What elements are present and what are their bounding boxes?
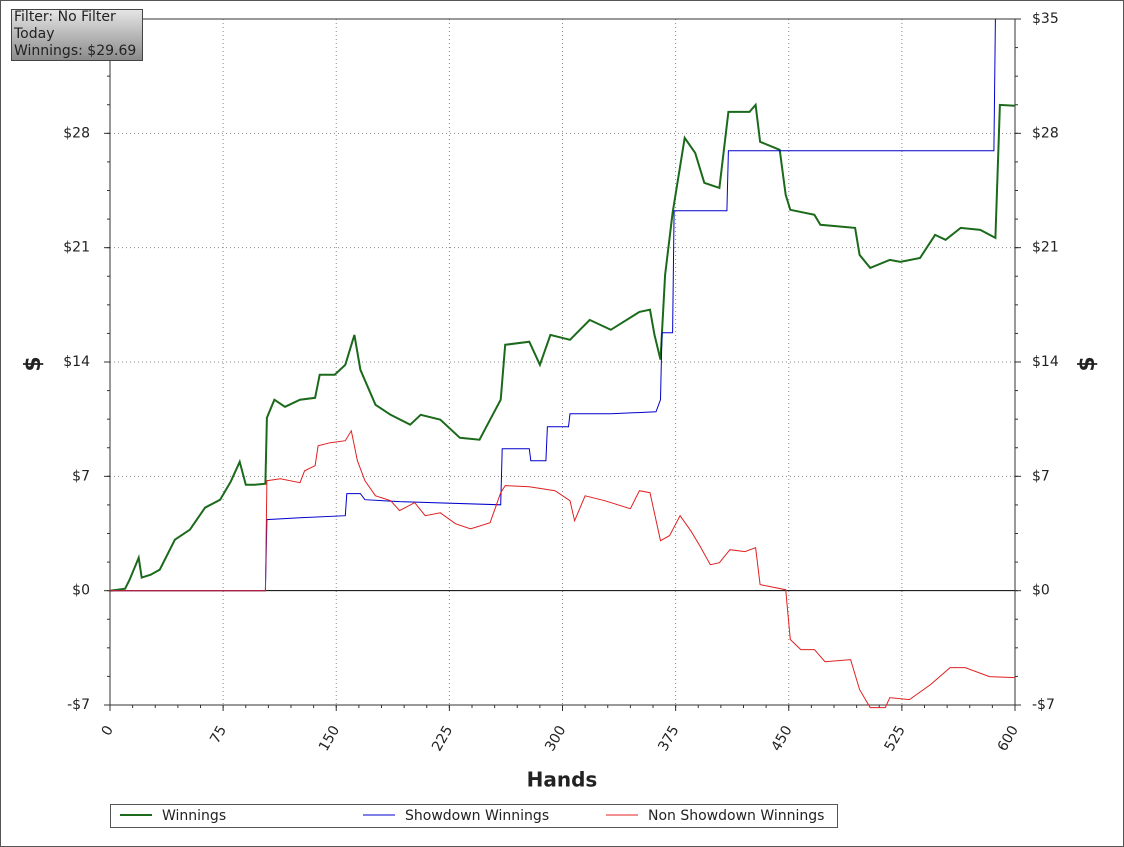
info-winnings: Winnings: $29.69 <box>14 43 136 59</box>
legend <box>110 804 838 828</box>
y-axis-label: $ <box>21 356 46 371</box>
y-tick-label: $7 <box>72 468 90 484</box>
legend-label: Non Showdown Winnings <box>648 808 824 824</box>
x-axis-label: Hands <box>527 768 598 792</box>
info-box: Filter: No Filter Today Winnings: $29.69 <box>11 9 143 61</box>
series-line <box>109 102 1016 592</box>
info-filter: Filter: No Filter <box>14 9 116 25</box>
x-tick-label: 75 <box>207 723 230 746</box>
info-period: Today <box>13 26 55 42</box>
series-line <box>110 429 1016 709</box>
info-background <box>11 9 143 61</box>
y2-tick-label: $7 <box>1032 468 1050 484</box>
y-tick-label: $14 <box>63 354 90 370</box>
legend-label: Showdown Winnings <box>405 808 549 824</box>
y2-tick-label: $28 <box>1032 125 1059 141</box>
y2-tick-label: $35 <box>1032 11 1059 27</box>
y2-tick-label: $0 <box>1032 583 1050 599</box>
y2-tick-label: -$7 <box>1032 697 1055 713</box>
y-tick-label: -$7 <box>67 697 90 713</box>
y2-tick-label: $21 <box>1032 240 1059 256</box>
legend-label: Winnings <box>162 808 226 824</box>
y-tick-label: $0 <box>72 583 90 599</box>
y-tick-label: $28 <box>63 125 90 141</box>
series-line <box>110 18 996 592</box>
y2-tick-label: $14 <box>1032 354 1059 370</box>
plot-border <box>109 18 1016 706</box>
y-tick-label: $21 <box>63 240 90 256</box>
y2-axis-label: $ <box>1075 356 1100 371</box>
